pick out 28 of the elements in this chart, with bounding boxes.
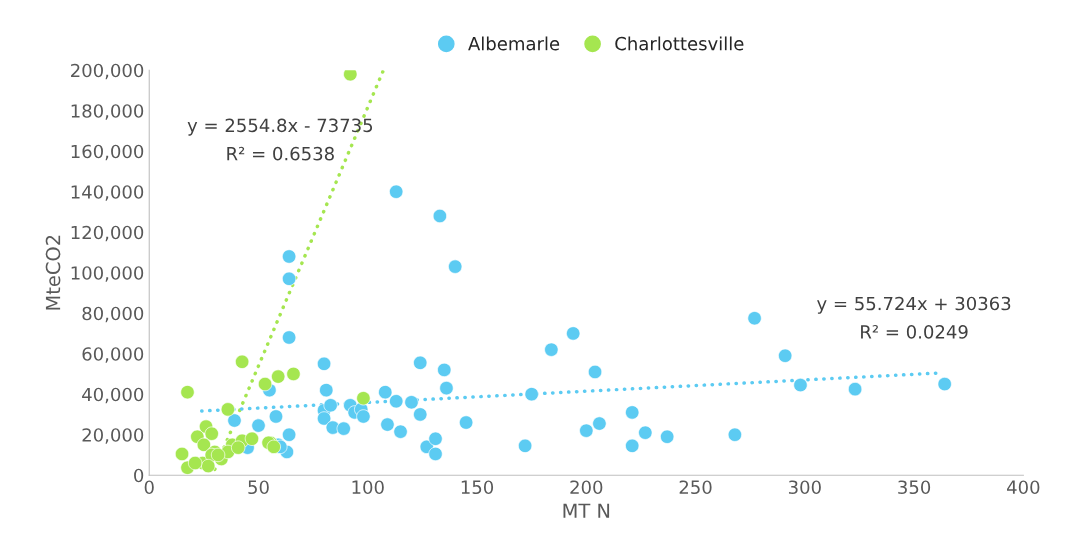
x-tick-label: 250 bbox=[679, 480, 712, 495]
x-tick-label: 300 bbox=[788, 480, 821, 495]
legend-label: Albemarle bbox=[468, 36, 560, 51]
y-tick-label: 160,000 bbox=[71, 144, 144, 161]
x-tick-label: 50 bbox=[248, 480, 269, 495]
annotation: R² = 0.0249 bbox=[861, 325, 968, 339]
y-tick-label: 100,000 bbox=[71, 266, 144, 282]
y-tick-label: 80,000 bbox=[82, 306, 144, 323]
y-tick-label: 40,000 bbox=[82, 387, 144, 404]
x-tick-label: 0 bbox=[144, 480, 154, 495]
y-tick-label: 140,000 bbox=[71, 185, 144, 201]
annotation: R² = 0.6538 bbox=[227, 146, 334, 161]
y-tick-label: 20,000 bbox=[82, 428, 144, 444]
y-tick-label: 0 bbox=[134, 468, 144, 483]
y-tick-label: 200,000 bbox=[71, 63, 144, 80]
y-axis-title: MteCO2 bbox=[45, 235, 61, 310]
annotation: y = 55.724x + 30363 bbox=[817, 296, 1011, 314]
y-tick-label: 120,000 bbox=[71, 225, 144, 242]
x-tick-label: 350 bbox=[898, 480, 931, 495]
x-tick-label: 400 bbox=[1007, 480, 1040, 495]
annotation: y = 2554.8x - 73735 bbox=[187, 118, 373, 136]
x-tick-label: 150 bbox=[461, 480, 494, 495]
x-tick-label: 100 bbox=[352, 480, 384, 495]
legend-label: Charlottesville bbox=[615, 36, 744, 51]
x-tick-label: 200 bbox=[570, 480, 603, 495]
y-tick-label: 60,000 bbox=[82, 347, 144, 363]
y-tick-label: 180,000 bbox=[71, 104, 144, 120]
x-axis-title: MT N bbox=[563, 503, 610, 518]
